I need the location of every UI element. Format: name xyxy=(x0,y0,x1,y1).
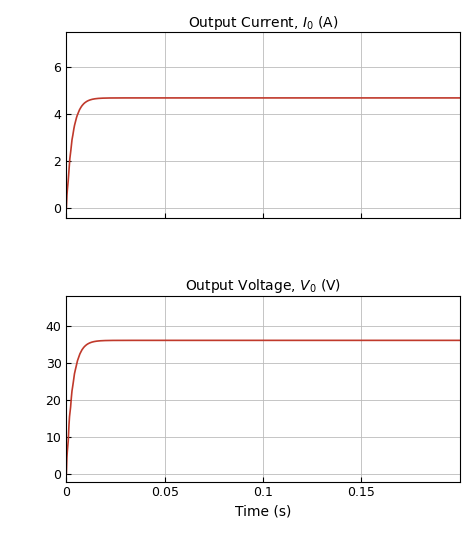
Title: Output Voltage, $V_0$ (V): Output Voltage, $V_0$ (V) xyxy=(185,277,341,295)
X-axis label: Time (s): Time (s) xyxy=(235,505,291,519)
Title: Output Current, $I_0$ (A): Output Current, $I_0$ (A) xyxy=(188,13,338,32)
